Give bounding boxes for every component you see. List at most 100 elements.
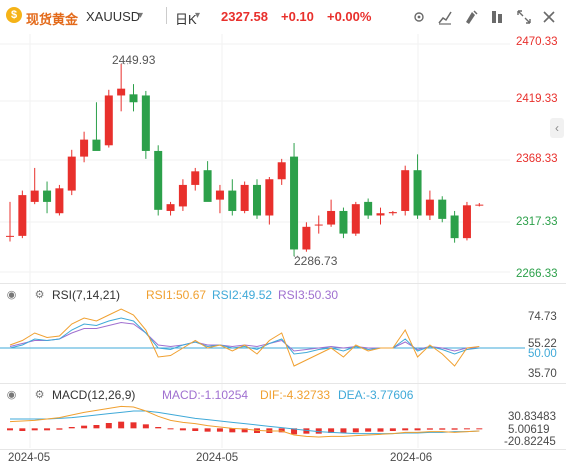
candle-body bbox=[314, 224, 323, 226]
candle-body bbox=[43, 190, 52, 202]
rsi3-value: RSI3:50.30 bbox=[278, 288, 339, 302]
eye-icon[interactable]: ◉ bbox=[6, 289, 17, 301]
macd-bar bbox=[365, 428, 372, 432]
macd-bar bbox=[179, 428, 186, 431]
rsi-tick: 35.70 bbox=[528, 368, 557, 380]
macd-bar bbox=[105, 423, 112, 429]
candle-body bbox=[215, 190, 224, 200]
macd-bar bbox=[56, 428, 63, 430]
price-change-percent: +0.00% bbox=[327, 9, 372, 24]
candle-body bbox=[166, 204, 175, 211]
macd-bar bbox=[118, 421, 125, 429]
macd-tick: -20.82245 bbox=[504, 436, 556, 448]
candle-body bbox=[290, 156, 299, 250]
eye-icon[interactable]: ◉ bbox=[6, 389, 17, 401]
candle-body bbox=[413, 170, 422, 216]
chart-header: $ 现货黄金 XAUUSD ▾ 日K ▾ 2327.58 +0.10 +0.00… bbox=[0, 0, 566, 32]
macd-bar bbox=[192, 428, 199, 431]
candle-body bbox=[327, 210, 336, 225]
candle-body bbox=[240, 184, 249, 211]
macd-bar bbox=[303, 428, 310, 434]
x-axis-label: 2024-05 bbox=[8, 452, 51, 464]
candle-body bbox=[475, 204, 484, 206]
price-tick: 2368.33 bbox=[516, 153, 558, 165]
macd-bar bbox=[241, 428, 248, 433]
candle-body bbox=[425, 199, 434, 216]
settings-icon[interactable]: ⚙ bbox=[34, 289, 45, 301]
chevron-down-icon[interactable]: ▾ bbox=[138, 10, 144, 21]
draw-icon[interactable] bbox=[436, 8, 454, 26]
candle-body bbox=[253, 184, 261, 216]
macd-tick: 30.83483 bbox=[508, 411, 556, 423]
macd-bar bbox=[31, 428, 38, 431]
macd-bar bbox=[93, 425, 100, 429]
candle-body bbox=[129, 94, 138, 103]
dif-line bbox=[9, 405, 480, 438]
period-selector[interactable]: 日K bbox=[175, 12, 197, 27]
candle-body bbox=[80, 139, 89, 157]
macd-bar bbox=[142, 424, 149, 429]
price-tick: 2317.33 bbox=[516, 216, 558, 228]
candle-body bbox=[450, 215, 459, 239]
chevron-left-icon[interactable]: ‹ bbox=[550, 118, 564, 138]
candle-body bbox=[388, 212, 397, 214]
period-chevron-icon[interactable]: ▾ bbox=[195, 10, 201, 21]
fullscreen-icon[interactable] bbox=[515, 8, 533, 26]
symbol-name[interactable]: 现货黄金 bbox=[26, 12, 79, 27]
rsi-tick: 55.22 bbox=[528, 338, 557, 350]
macd-bar bbox=[439, 428, 446, 430]
candle-body bbox=[277, 162, 286, 180]
compare-icon[interactable] bbox=[462, 8, 480, 26]
candle-body bbox=[6, 235, 14, 237]
last-price: 2327.58 bbox=[221, 9, 268, 24]
candle-body bbox=[30, 190, 39, 202]
candle-body bbox=[92, 139, 101, 151]
macd-bar bbox=[44, 428, 51, 431]
rsi-tick: 50.00 bbox=[528, 348, 557, 360]
close-icon[interactable] bbox=[540, 8, 558, 26]
candle-body bbox=[117, 88, 126, 96]
macd-value: MACD:-1.10254 bbox=[162, 388, 249, 402]
rsi2-line bbox=[9, 317, 480, 355]
candle-body bbox=[228, 190, 237, 211]
macd-title: MACD(12,26,9) bbox=[52, 388, 136, 402]
macd-bar bbox=[19, 428, 26, 431]
candle-body bbox=[18, 195, 27, 236]
candle-body bbox=[376, 213, 385, 216]
macd-bar bbox=[167, 428, 174, 430]
macd-tick: 5.00619 bbox=[508, 424, 550, 436]
macd-bar bbox=[204, 428, 211, 432]
x-axis-label: 2024-05 bbox=[196, 452, 239, 464]
gold-icon: $ bbox=[6, 7, 22, 23]
macd-bar bbox=[340, 428, 347, 433]
macd-bar bbox=[451, 428, 458, 430]
macd-bar bbox=[328, 428, 335, 433]
rsi1-line bbox=[9, 308, 480, 367]
candle-body bbox=[191, 171, 200, 185]
candle-body bbox=[339, 210, 348, 234]
rsi-tick: 74.73 bbox=[528, 311, 557, 323]
macd-bar bbox=[402, 428, 409, 431]
x-axis-label: 2024-06 bbox=[390, 452, 433, 464]
price-change: +0.10 bbox=[281, 9, 314, 24]
candle-body bbox=[154, 150, 163, 210]
macd-bar bbox=[291, 428, 298, 435]
brush-icon[interactable] bbox=[488, 8, 506, 26]
macd-bar bbox=[155, 427, 162, 429]
macd-bar bbox=[130, 422, 137, 429]
candle-body bbox=[141, 95, 150, 151]
candle-body bbox=[351, 204, 360, 234]
dea-value: DEA:-3.77606 bbox=[338, 388, 414, 402]
dif-value: DIF:-4.32733 bbox=[260, 388, 331, 402]
settings-icon[interactable]: ⚙ bbox=[34, 389, 45, 401]
macd-bar bbox=[7, 428, 13, 431]
settings-icon[interactable] bbox=[410, 8, 428, 26]
candle-body bbox=[203, 170, 212, 202]
price-tick: 2266.33 bbox=[516, 268, 558, 280]
symbol-code[interactable]: XAUUSD bbox=[86, 9, 141, 24]
candle-body bbox=[401, 170, 410, 211]
x-axis-line bbox=[0, 449, 566, 450]
macd-bar bbox=[315, 428, 322, 434]
high-annotation: 2449.93 bbox=[112, 53, 156, 67]
